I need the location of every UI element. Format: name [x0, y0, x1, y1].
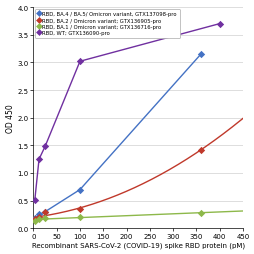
- Point: [198, 148, 202, 152]
- Point: [37, 213, 41, 217]
- Point: [33, 198, 37, 202]
- Point: [33, 216, 37, 220]
- Y-axis label: OD 450: OD 450: [6, 104, 14, 133]
- Point: [43, 216, 47, 220]
- Point: [198, 53, 202, 57]
- Point: [78, 188, 82, 192]
- Point: [78, 215, 82, 219]
- X-axis label: Recombinant SARS-CoV-2 (COVID-19) spike RBD protein (pM): Recombinant SARS-CoV-2 (COVID-19) spike …: [31, 242, 244, 248]
- Point: [37, 157, 41, 162]
- Point: [78, 60, 82, 64]
- Point: [37, 215, 41, 219]
- Point: [37, 217, 41, 221]
- Point: [198, 211, 202, 215]
- Point: [43, 210, 47, 214]
- Point: [217, 23, 221, 27]
- Legend: RBD, BA.4 / BA.5/ Omicron variant, GTX137098-pro, RBD, BA.2 / Omicron variant; G: RBD, BA.4 / BA.5/ Omicron variant, GTX13…: [35, 10, 179, 39]
- Point: [33, 218, 37, 222]
- Point: [43, 145, 47, 149]
- Point: [33, 219, 37, 223]
- Point: [78, 207, 82, 211]
- Point: [43, 210, 47, 214]
